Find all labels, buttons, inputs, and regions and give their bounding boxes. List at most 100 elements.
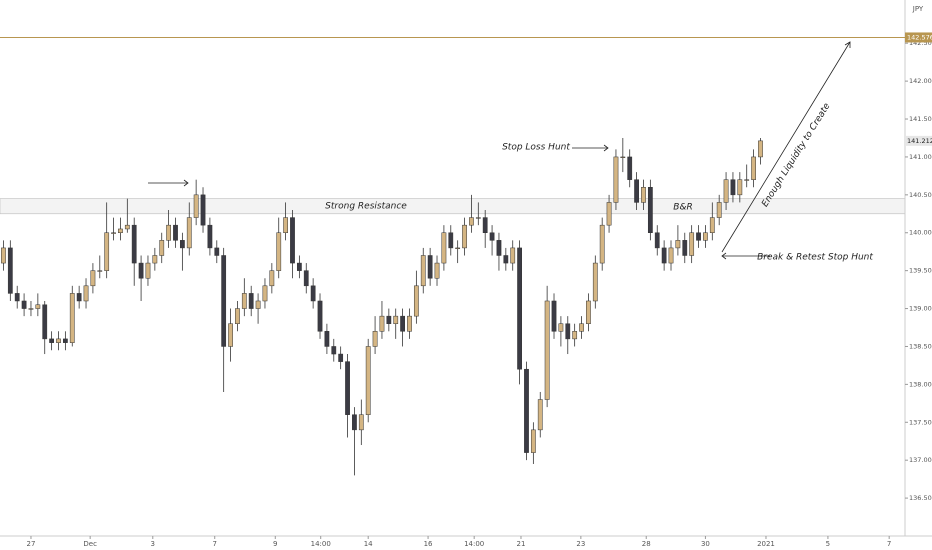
- candle-body: [565, 323, 571, 340]
- candle-body: [228, 323, 233, 347]
- candle-body: [365, 346, 371, 415]
- candle-body: [28, 308, 34, 310]
- y-tick-label: 142.500: [909, 39, 932, 47]
- level-label: 142.576: [907, 33, 932, 41]
- candle-body: [510, 247, 516, 264]
- candle-body: [751, 156, 756, 180]
- candle-body: [475, 217, 481, 219]
- candle-body: [407, 315, 412, 332]
- last-price-tag: [905, 135, 932, 146]
- candle-body: [290, 217, 295, 264]
- candle-body: [97, 270, 103, 272]
- candle-body: [434, 262, 440, 279]
- candle-body: [310, 285, 316, 302]
- annotation: Stop Loss Hunt: [502, 143, 570, 153]
- x-tick-label: 7: [212, 540, 216, 548]
- y-tick-label: 136.500: [909, 494, 932, 502]
- candle-body: [111, 232, 116, 234]
- x-tick-label: Dec: [83, 540, 97, 548]
- candle-body: [131, 224, 137, 264]
- level-tag: [905, 32, 932, 43]
- candle-body: [496, 240, 502, 256]
- candle-body: [145, 262, 151, 279]
- candle-body: [166, 224, 171, 241]
- candle-body: [7, 247, 13, 294]
- candle-body: [503, 255, 509, 264]
- x-tick-label: 23: [576, 540, 585, 548]
- candle-body: [627, 156, 633, 180]
- candle-body: [579, 323, 584, 332]
- candle-body: [276, 232, 282, 271]
- annotation: B&R: [673, 203, 692, 213]
- candle-body: [620, 156, 626, 158]
- candle-body: [345, 361, 350, 415]
- candle-body: [469, 217, 474, 226]
- candle-body: [730, 179, 736, 196]
- candle-body: [455, 247, 461, 249]
- candle-body: [338, 353, 344, 362]
- candle-body: [269, 270, 275, 287]
- candle-body: [138, 262, 144, 279]
- annotation: Enough Liquidity to Create: [760, 101, 832, 209]
- candle-body: [517, 247, 522, 370]
- x-tick-label: 16: [424, 540, 433, 548]
- candle-body: [441, 232, 447, 264]
- candle-body: [448, 232, 454, 249]
- candle-body: [558, 323, 564, 332]
- candle-body: [248, 293, 254, 309]
- x-tick-label: 14: [364, 540, 373, 548]
- x-tick-label: 28: [642, 540, 651, 548]
- candle-body: [572, 331, 578, 340]
- candle-body: [758, 140, 763, 158]
- candle-body: [303, 270, 309, 287]
- x-tick-label: 9: [273, 540, 277, 548]
- x-tick-label: 27: [27, 540, 36, 548]
- candle-body: [262, 285, 268, 302]
- candle-body: [255, 300, 261, 309]
- candle-body: [14, 293, 20, 302]
- candle-body: [716, 202, 722, 218]
- candle-body: [331, 346, 337, 355]
- candle-body: [124, 224, 130, 230]
- candle-body: [462, 224, 467, 249]
- candle-body: [186, 217, 192, 249]
- x-tick-label: 5: [826, 540, 830, 548]
- candle-body: [69, 293, 75, 343]
- candle-body: [179, 240, 185, 249]
- candle-body: [221, 255, 227, 347]
- candle-body: [613, 156, 619, 203]
- candle-body: [200, 194, 206, 226]
- candle-body: [173, 224, 178, 241]
- candle-body: [241, 293, 247, 309]
- candle-body: [118, 228, 123, 233]
- candle-body: [682, 240, 688, 256]
- y-tick-label: 141.000: [909, 153, 932, 161]
- candle-body: [324, 331, 330, 347]
- candle-body: [420, 255, 426, 287]
- candle-body: [668, 247, 674, 264]
- y-tick-label: 138.500: [909, 342, 932, 350]
- candle-body: [703, 232, 708, 241]
- x-tick-label: 30: [701, 540, 710, 548]
- candle-body: [76, 293, 82, 302]
- candle-body: [352, 414, 357, 431]
- candle-body: [49, 338, 54, 343]
- candle-body: [152, 255, 158, 264]
- candle-body: [296, 262, 302, 271]
- candle-body: [317, 300, 323, 332]
- y-tick-label: 140.000: [909, 229, 932, 237]
- zone-label: Strong Resistance: [325, 202, 407, 212]
- x-tick-label: 2021: [757, 540, 775, 548]
- candle-body: [235, 308, 240, 324]
- arrows: [148, 41, 851, 260]
- candle-body: [83, 285, 89, 302]
- candle-body: [393, 315, 399, 324]
- x-tick-label: 14:00: [464, 540, 484, 548]
- candle-body: [647, 187, 653, 233]
- candle-body: [641, 187, 646, 203]
- candle-body: [723, 179, 729, 203]
- candle-body: [386, 315, 392, 324]
- candle-body: [482, 217, 488, 233]
- candles: [1, 137, 763, 476]
